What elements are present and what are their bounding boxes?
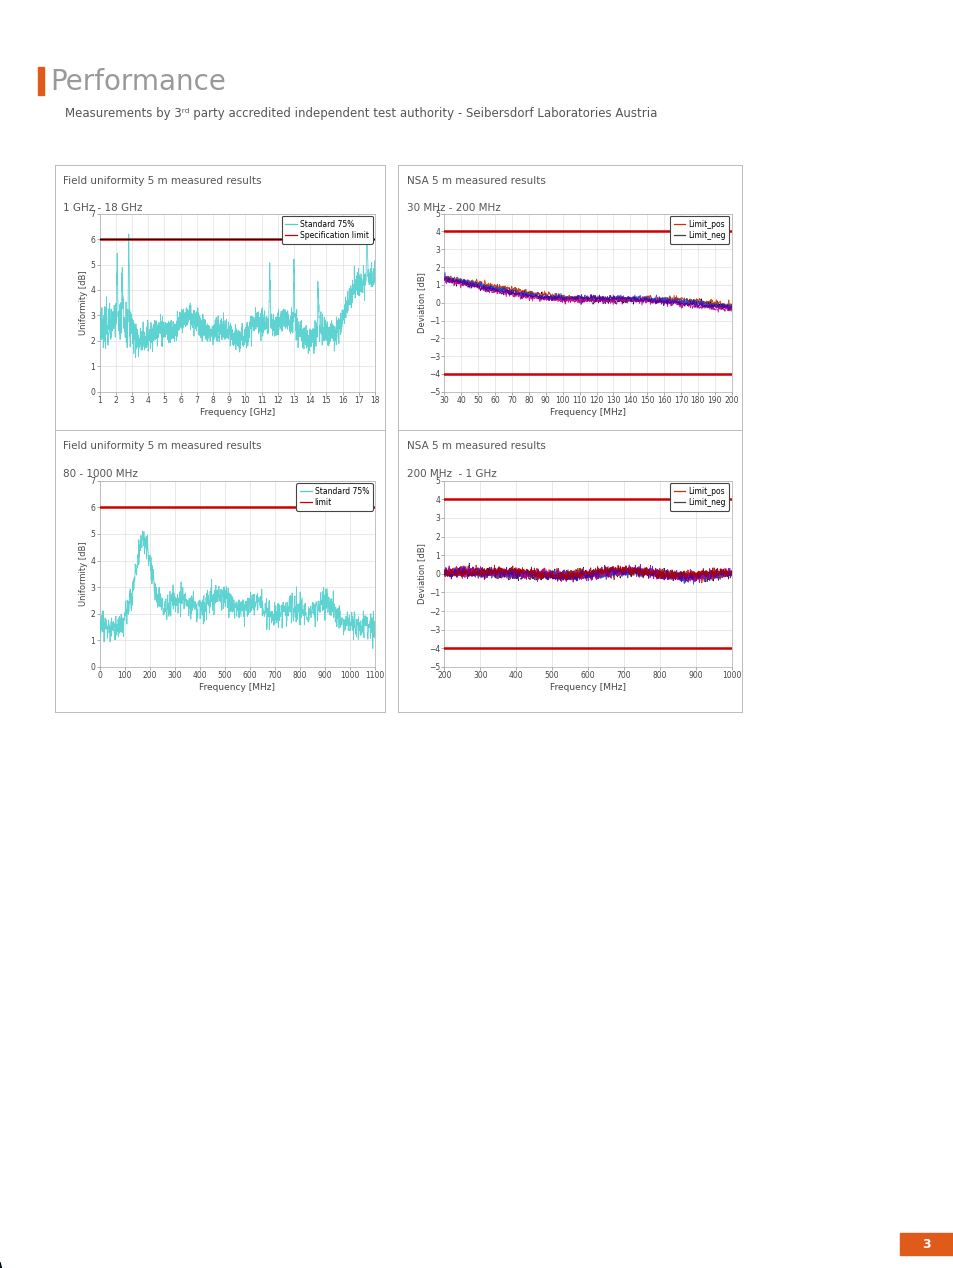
Text: NSA 5 m measured results: NSA 5 m measured results [406, 441, 545, 451]
Text: Performance: Performance [50, 68, 226, 96]
Text: 1 GHz - 18 GHz: 1 GHz - 18 GHz [63, 203, 143, 213]
Text: Measurements by 3ʳᵈ party accredited independent test authority - Seibersdorf La: Measurements by 3ʳᵈ party accredited ind… [65, 107, 657, 120]
Y-axis label: Deviation [dB]: Deviation [dB] [416, 273, 426, 333]
X-axis label: Frequency [GHz]: Frequency [GHz] [199, 408, 274, 417]
Text: 3: 3 [922, 1238, 930, 1250]
Legend: Standard 75%, limit: Standard 75%, limit [296, 483, 373, 511]
Legend: Limit_pos, Limit_neg: Limit_pos, Limit_neg [669, 216, 729, 243]
Text: Field uniformity 5 m measured results: Field uniformity 5 m measured results [63, 176, 261, 186]
X-axis label: Frequency [MHz]: Frequency [MHz] [199, 683, 275, 692]
Text: 80 - 1000 MHz: 80 - 1000 MHz [63, 469, 138, 479]
X-axis label: Frequency [MHz]: Frequency [MHz] [550, 408, 625, 417]
Y-axis label: Uniformity [dB]: Uniformity [dB] [79, 270, 88, 335]
Text: NSA 5 m measured results: NSA 5 m measured results [406, 176, 545, 186]
Y-axis label: Deviation [dB]: Deviation [dB] [416, 544, 426, 605]
Text: 200 MHz  - 1 GHz: 200 MHz - 1 GHz [406, 469, 496, 479]
Legend: Limit_pos, Limit_neg: Limit_pos, Limit_neg [669, 483, 729, 511]
Legend: Standard 75%, Specification limit: Standard 75%, Specification limit [281, 216, 373, 243]
Text: 30 MHz - 200 MHz: 30 MHz - 200 MHz [406, 203, 499, 213]
X-axis label: Frequency [MHz]: Frequency [MHz] [550, 683, 625, 692]
Text: Field uniformity 5 m measured results: Field uniformity 5 m measured results [63, 441, 261, 451]
Y-axis label: Uniformity [dB]: Uniformity [dB] [79, 541, 88, 606]
